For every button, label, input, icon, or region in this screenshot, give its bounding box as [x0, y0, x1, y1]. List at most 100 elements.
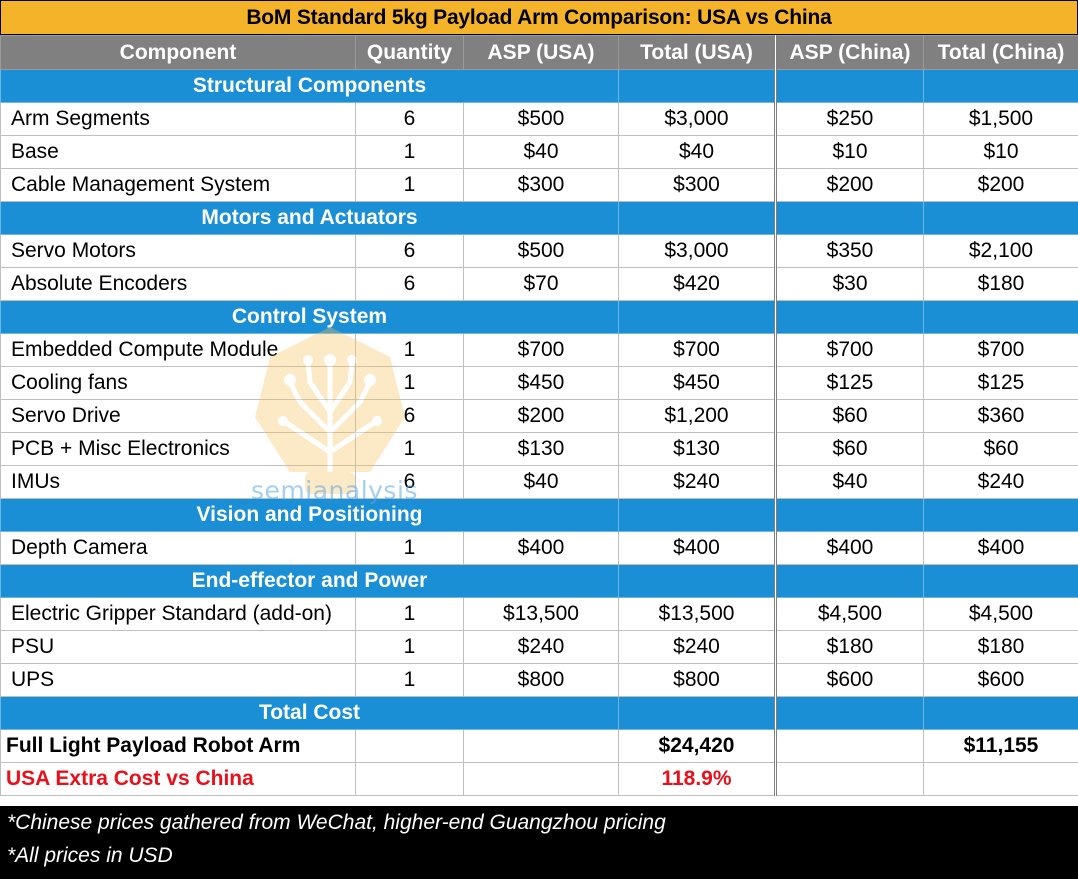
section-blank-cell — [774, 69, 924, 103]
full-total-china: $11,155 — [923, 729, 1078, 763]
blank-cell — [774, 729, 924, 763]
asp-china-cell: $10 — [774, 135, 924, 169]
header-asp-china: ASP (China) — [774, 35, 924, 70]
total-usa-cell: $700 — [618, 333, 776, 367]
watermark-text: semianalysis — [251, 476, 418, 505]
section-title: End-effector and Power — [0, 564, 619, 598]
total-china-cell: $180 — [923, 267, 1078, 301]
quantity-cell: 6 — [355, 267, 464, 301]
asp-china-cell: $200 — [774, 168, 924, 202]
component-cell: Electric Gripper Standard (add-on) — [0, 597, 356, 631]
total-china-cell: $10 — [923, 135, 1078, 169]
total-usa-cell: $1,200 — [618, 399, 776, 433]
component-cell: Embedded Compute Module — [0, 333, 356, 367]
component-cell: Servo Motors — [0, 234, 356, 268]
total-usa-cell: $400 — [618, 531, 776, 565]
blank-cell — [463, 762, 619, 796]
section-blank-cell — [774, 498, 924, 532]
section-blank-cell — [774, 201, 924, 235]
note-line: *All prices in USD — [7, 844, 173, 867]
quantity-cell: 6 — [355, 465, 464, 499]
total-china-cell: $2,100 — [923, 234, 1078, 268]
asp-usa-cell: $70 — [463, 267, 619, 301]
table-row: Arm Segments 6 $500 $3,000 $250 $1,500 — [0, 102, 1078, 136]
asp-usa-cell: $500 — [463, 102, 619, 136]
header-total-usa: Total (USA) — [618, 35, 776, 70]
table-row: Cooling fans 1 $450 $450 $125 $125 — [0, 366, 1078, 400]
blank-cell — [355, 762, 464, 796]
asp-usa-cell: $40 — [463, 135, 619, 169]
usa-extra-cost-value: 118.9% — [618, 762, 776, 796]
asp-usa-cell: $700 — [463, 333, 619, 367]
blank-cell — [774, 762, 924, 796]
bom-table: Component Quantity ASP (USA) Total (USA)… — [0, 35, 1078, 796]
total-usa-cell: $240 — [618, 630, 776, 664]
quantity-cell: 1 — [355, 168, 464, 202]
table-row: Electric Gripper Standard (add-on) 1 $13,5… — [0, 597, 1078, 631]
table-row: IMUs 6 $40 $240 $40 $240 — [0, 465, 1078, 499]
table-row: Embedded Compute Module 1 $700 $700 $700 $700 — [0, 333, 1078, 367]
quantity-cell: 1 — [355, 135, 464, 169]
asp-china-cell: $40 — [774, 465, 924, 499]
total-usa-cell: $130 — [618, 432, 776, 466]
note-line: *Chinese prices gathered from WeChat, hi… — [7, 811, 666, 834]
asp-china-cell: $30 — [774, 267, 924, 301]
section-blank-cell — [774, 696, 924, 730]
table-row: Servo Motors 6 $500 $3,000 $350 $2,100 — [0, 234, 1078, 268]
quantity-cell: 1 — [355, 432, 464, 466]
asp-usa-cell: $130 — [463, 432, 619, 466]
total-usa-cell: $800 — [618, 663, 776, 697]
quantity-cell: 6 — [355, 102, 464, 136]
asp-usa-cell: $240 — [463, 630, 619, 664]
header-asp-usa: ASP (USA) — [463, 35, 619, 70]
section-blank-cell — [923, 69, 1078, 103]
table-row: Cable Management System 1 $300 $300 $200 $200 — [0, 168, 1078, 202]
section-title: Structural Components — [0, 69, 619, 103]
total-usa-cell: $3,000 — [618, 102, 776, 136]
component-cell: Base — [0, 135, 356, 169]
quantity-cell: 1 — [355, 630, 464, 664]
blank-cell — [463, 729, 619, 763]
asp-china-cell: $180 — [774, 630, 924, 664]
asp-china-cell: $400 — [774, 531, 924, 565]
total-usa-cell: $3,000 — [618, 234, 776, 268]
usa-extra-cost-row: USA Extra Cost vs China 118.9% — [0, 762, 1078, 796]
section-blank-cell — [923, 201, 1078, 235]
total-usa-cell: $300 — [618, 168, 776, 202]
usa-extra-cost-label: USA Extra Cost vs China — [0, 762, 356, 796]
header-quantity: Quantity — [355, 35, 464, 70]
table-row: PSU 1 $240 $240 $180 $180 — [0, 630, 1078, 664]
total-section-header-row: Total Cost — [0, 696, 1078, 730]
blank-cell — [355, 729, 464, 763]
section-blank-cell — [618, 300, 776, 334]
asp-usa-cell: $500 — [463, 234, 619, 268]
section-title: Motors and Actuators — [0, 201, 619, 235]
total-china-cell: $600 — [923, 663, 1078, 697]
quantity-cell: 1 — [355, 597, 464, 631]
section-header-row: Vision and Positioning — [0, 498, 1078, 532]
asp-usa-cell: $200 — [463, 399, 619, 433]
quantity-cell: 1 — [355, 531, 464, 565]
asp-china-cell: $250 — [774, 102, 924, 136]
section-header-row: End-effector and Power — [0, 564, 1078, 598]
section-header-row: Structural Components — [0, 69, 1078, 103]
component-cell: Cooling fans — [0, 366, 356, 400]
section-blank-cell — [774, 300, 924, 334]
component-cell: Servo Drive — [0, 399, 356, 433]
section-blank-cell — [618, 201, 776, 235]
total-usa-cell: $240 — [618, 465, 776, 499]
section-blank-cell — [618, 564, 776, 598]
table-row: UPS 1 $800 $800 $600 $600 — [0, 663, 1078, 697]
section-blank-cell — [923, 300, 1078, 334]
asp-china-cell: $125 — [774, 366, 924, 400]
header-total-china: Total (China) — [923, 35, 1078, 70]
section-title: Vision and Positioning — [0, 498, 619, 532]
component-cell: PSU — [0, 630, 356, 664]
component-cell: IMUs — [0, 465, 356, 499]
section-blank-cell — [618, 69, 776, 103]
asp-usa-cell: $13,500 — [463, 597, 619, 631]
total-usa-cell: $13,500 — [618, 597, 776, 631]
section-blank-cell — [923, 696, 1078, 730]
section-blank-cell — [618, 498, 776, 532]
